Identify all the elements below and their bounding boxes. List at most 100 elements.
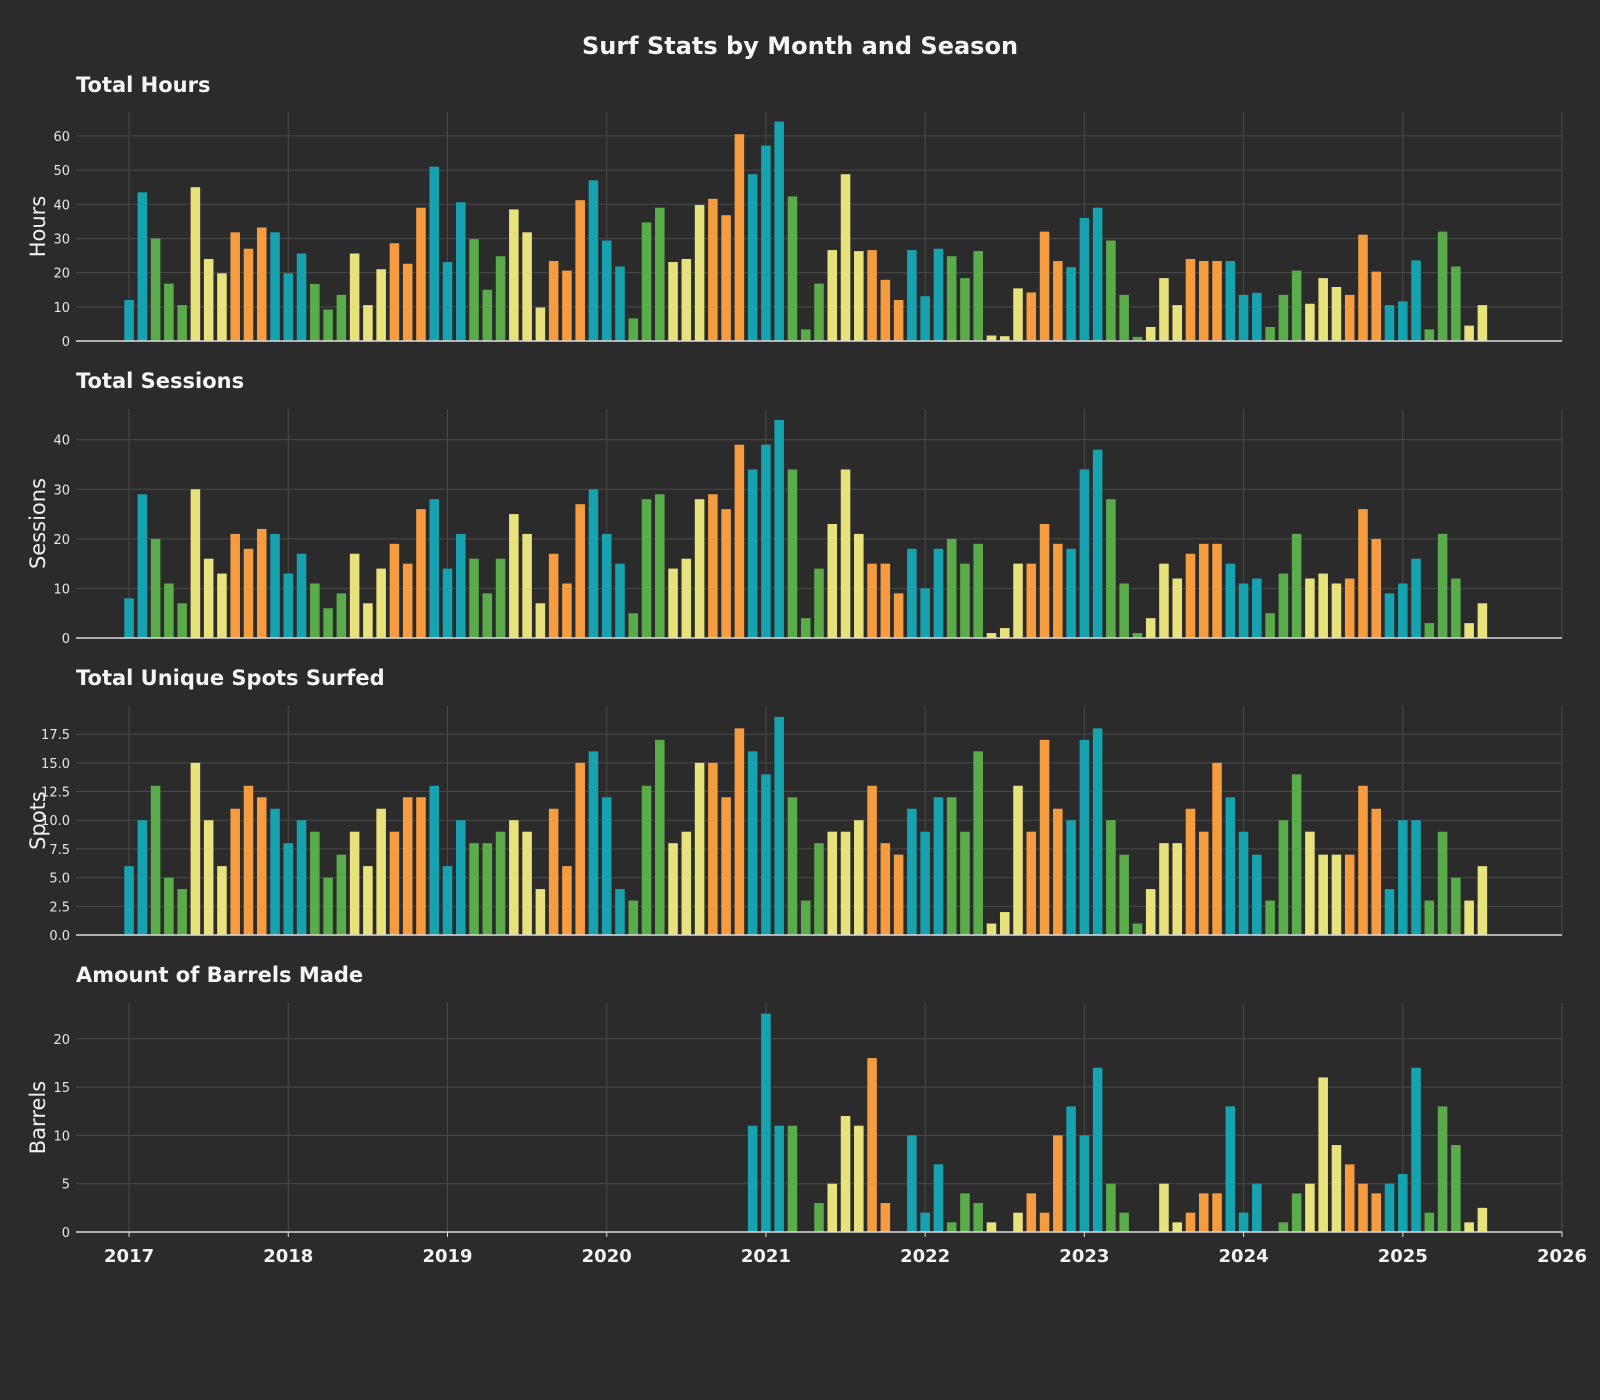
- bar-spring: [800, 618, 811, 638]
- bar-autumn: [880, 279, 891, 341]
- bar-winter: [774, 121, 784, 341]
- bar-summer: [1477, 603, 1488, 638]
- bar-spring: [336, 854, 347, 935]
- bar-autumn: [243, 248, 254, 341]
- bar-autumn: [1198, 543, 1209, 638]
- bar-summer: [535, 603, 546, 638]
- bar-spring: [960, 831, 970, 935]
- bar-winter: [601, 797, 612, 935]
- panel-title: Total Hours: [76, 73, 211, 97]
- bar-autumn: [1039, 1212, 1050, 1232]
- bar-winter: [137, 192, 148, 341]
- bar-spring: [1265, 900, 1275, 935]
- bar-summer: [349, 253, 360, 341]
- y-tick-label: 50: [53, 164, 70, 179]
- bar-winter: [1225, 1106, 1236, 1232]
- bar-winter: [1092, 207, 1103, 341]
- bar-summer: [1464, 325, 1474, 341]
- bar-autumn: [1371, 271, 1382, 341]
- bar-winter: [270, 808, 280, 935]
- bar-winter: [1252, 578, 1262, 638]
- bar-spring: [1132, 336, 1143, 341]
- bar-summer: [1318, 278, 1328, 341]
- bar-summer: [1331, 854, 1342, 935]
- bar-spring: [336, 593, 347, 638]
- bar-autumn: [1344, 578, 1355, 638]
- bar-autumn: [734, 444, 745, 638]
- bar-spring: [1291, 774, 1302, 935]
- bar-spring: [1106, 240, 1116, 341]
- bar-summer: [522, 232, 532, 341]
- y-axis-label: Sessions: [26, 478, 50, 569]
- bar-summer: [535, 307, 546, 341]
- bar-autumn: [721, 215, 731, 341]
- bar-spring: [946, 256, 957, 341]
- bar-summer: [1331, 583, 1342, 638]
- y-tick-label: 15: [53, 1081, 70, 1096]
- bar-autumn: [1358, 1183, 1368, 1232]
- bar-autumn: [708, 762, 718, 935]
- bar-winter: [1411, 260, 1421, 341]
- bar-autumn: [243, 548, 254, 638]
- bar-spring: [323, 877, 333, 935]
- bar-spring: [150, 538, 161, 638]
- bar-spring: [1132, 633, 1143, 638]
- y-tick-label: 40: [53, 198, 70, 213]
- bar-winter: [1384, 889, 1395, 935]
- y-tick-label: 30: [53, 483, 70, 498]
- x-axis-year-ticks: 2017 2018 2019 2020 2021 2022 2023 2024 2025 2026: [104, 1232, 1587, 1267]
- bar-summer: [1318, 854, 1328, 935]
- bar-winter: [1079, 1135, 1090, 1232]
- y-tick-label: 40: [53, 434, 70, 449]
- bar-summer: [681, 258, 692, 341]
- bar-summer: [840, 831, 851, 935]
- bar-spring: [1437, 1106, 1448, 1232]
- bar-autumn: [402, 797, 413, 935]
- bar-winter: [1398, 301, 1408, 341]
- bar-summer: [681, 831, 692, 935]
- bar-autumn: [721, 797, 731, 935]
- bar-winter: [933, 248, 944, 341]
- bar-winter: [124, 299, 134, 341]
- bar-autumn: [1026, 563, 1037, 638]
- bar-winter: [1384, 593, 1395, 638]
- bar-autumn: [708, 198, 718, 341]
- bar-summer: [827, 250, 838, 341]
- y-tick-label: 0.0: [49, 929, 70, 944]
- bar-autumn: [1358, 785, 1368, 935]
- bar-winter: [907, 1135, 917, 1232]
- bar-autumn: [1212, 261, 1222, 341]
- x-tick-label: 2022: [900, 1246, 950, 1267]
- bar-summer: [668, 262, 678, 341]
- bar-autumn: [416, 797, 426, 935]
- bar-summer: [1464, 1222, 1474, 1232]
- y-tick-label: 10: [53, 301, 70, 316]
- y-tick-label: 20: [53, 1033, 70, 1048]
- bar-winter: [761, 444, 771, 638]
- bar-autumn: [256, 528, 267, 638]
- bar-summer: [1305, 1183, 1315, 1232]
- bar-autumn: [1371, 808, 1382, 935]
- bar-winter: [442, 568, 453, 638]
- bar-spring: [641, 785, 652, 935]
- bar-spring: [310, 283, 320, 341]
- bar-autumn: [880, 563, 891, 638]
- bar-winter: [588, 489, 599, 638]
- bar-winter: [1384, 305, 1395, 341]
- bar-summer: [1013, 563, 1023, 638]
- bar-summer: [681, 558, 692, 638]
- bar-summer: [694, 204, 705, 341]
- bar-summer: [1159, 563, 1169, 638]
- bar-autumn: [1026, 831, 1037, 935]
- bar-autumn: [243, 785, 254, 935]
- bar-summer: [840, 469, 851, 638]
- bar-winter: [1092, 1067, 1103, 1232]
- bar-winter: [1092, 728, 1103, 935]
- bar-spring: [1424, 1212, 1435, 1232]
- bar-spring: [1424, 900, 1435, 935]
- y-axis-label: Spots: [26, 791, 50, 850]
- bar-summer: [376, 269, 386, 341]
- bar-summer: [840, 174, 851, 341]
- bar-summer: [668, 843, 678, 935]
